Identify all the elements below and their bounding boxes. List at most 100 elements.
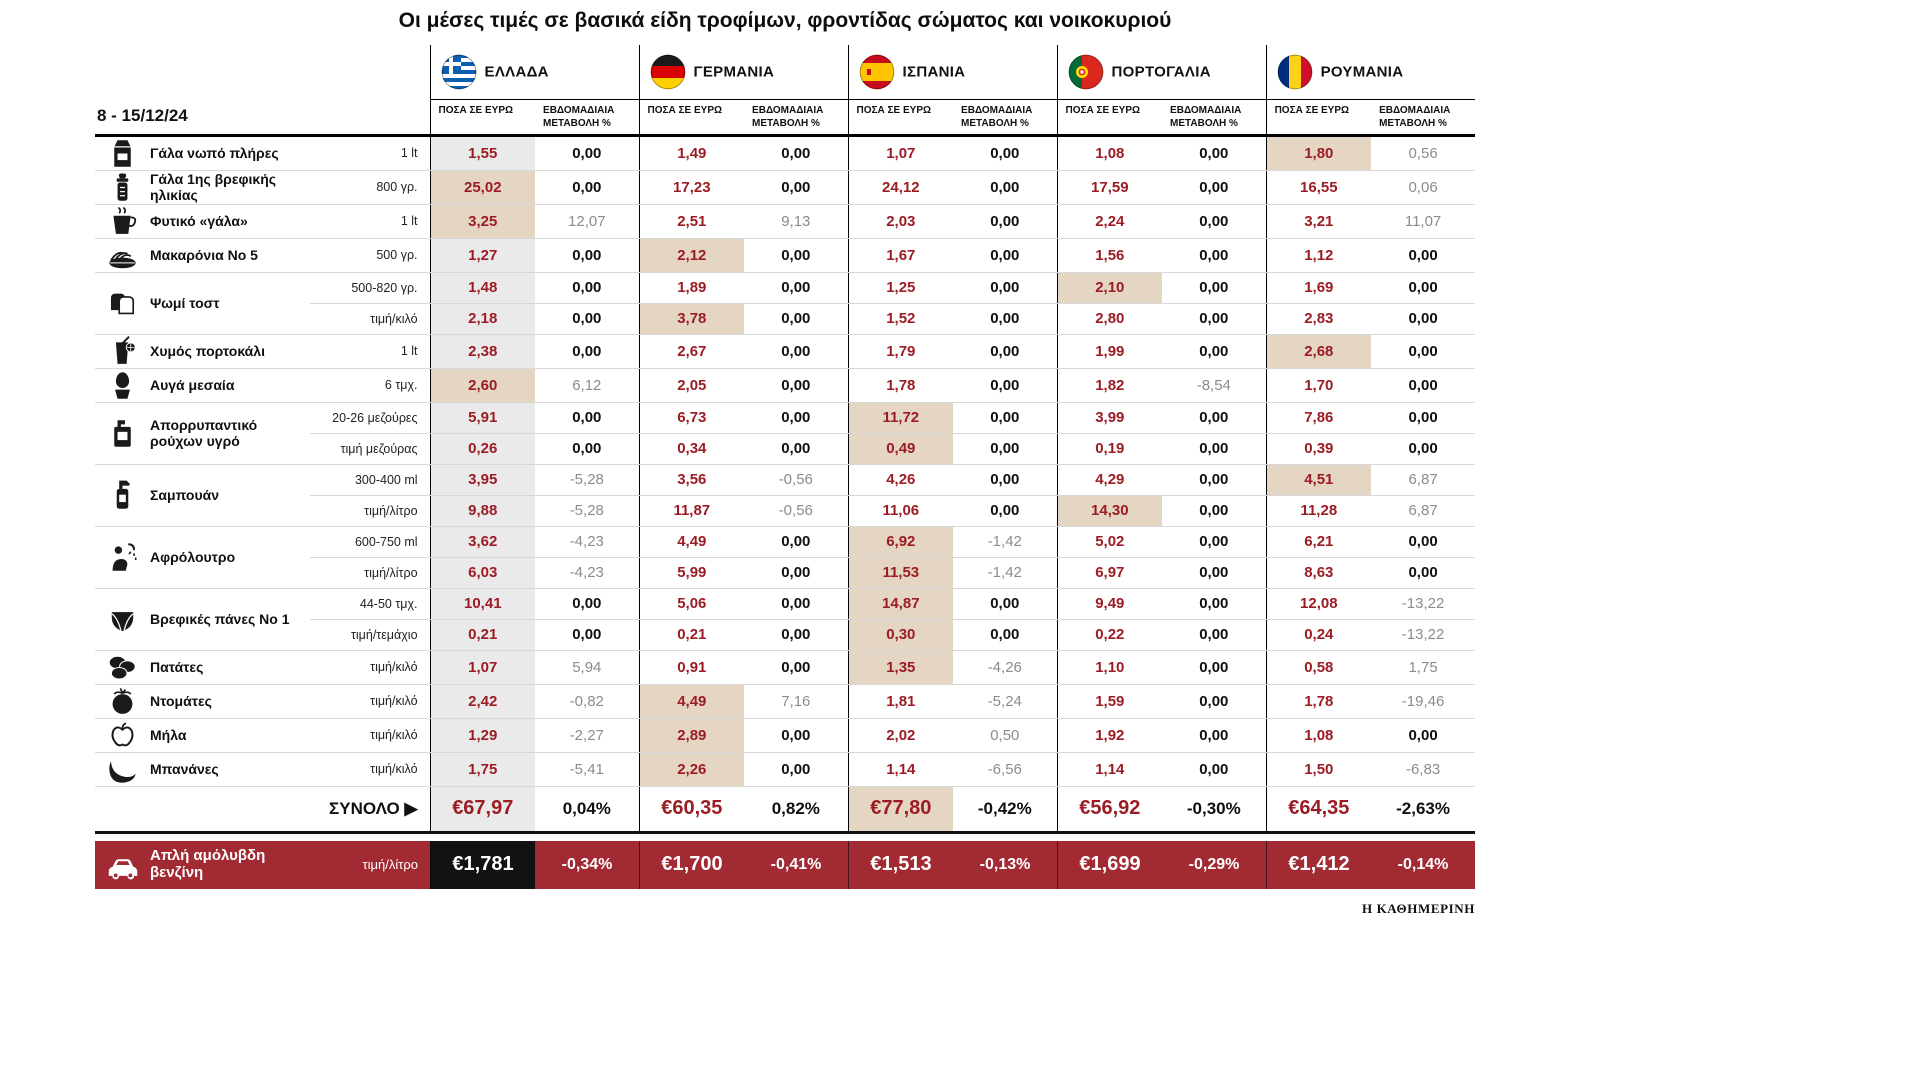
change-cell: 6,87 <box>1371 495 1476 527</box>
price-cell: 1,25 <box>847 272 954 304</box>
price-cell: 12,08 <box>1265 588 1372 620</box>
change-cell: 0,00 <box>744 272 849 304</box>
product-name: Βρεφικές πάνες Νο 1 <box>150 588 310 651</box>
change-cell: 0,00 <box>953 170 1058 205</box>
change-cell: 0,00 <box>1371 272 1476 304</box>
change-cell: 0,00 <box>744 588 849 620</box>
change-col-header: ΕΒΔΟΜΑΔΙΑΙΑ ΜΕΤΑΒΟΛΗ % <box>1371 98 1476 137</box>
product-name: Μακαρόνια Νο 5 <box>150 238 310 273</box>
product-unit: 1 lt <box>310 135 431 171</box>
change-cell: 0,56 <box>1371 135 1476 171</box>
change-cell: 0,00 <box>1162 619 1267 651</box>
product-name: Μήλα <box>150 718 310 753</box>
change-cell: 0,00 <box>1371 718 1476 753</box>
price-cell: 2,03 <box>847 204 954 239</box>
change-cell: 0,00 <box>744 368 849 403</box>
price-cell: 0,49 <box>847 433 954 465</box>
change-cell: 0,00 <box>744 334 849 369</box>
change-cell: -5,28 <box>535 464 640 496</box>
price-cell: 2,38 <box>429 334 536 369</box>
fuel-change-cell: -0,34% <box>561 855 613 873</box>
price-cell: 1,78 <box>847 368 954 403</box>
change-cell: 0,00 <box>1162 204 1267 239</box>
price-table: ΕΛΛΑΔΑ ΓΕΡΜΑΝΙΑ ΙΣΠΑΝΙΑ ΠΟΡΤΟΓΑΛΙΑ ΡΟΥΜΑ… <box>95 45 1476 834</box>
price-cell: 4,29 <box>1056 464 1163 496</box>
product-name: Φυτικό «γάλα» <box>150 204 310 239</box>
price-cell: 6,03 <box>429 557 536 589</box>
change-col-header: ΕΒΔΟΜΑΔΙΑΙΑ ΜΕΤΑΒΟΛΗ % <box>744 98 849 137</box>
change-cell: -5,28 <box>535 495 640 527</box>
fuel-change-cell: -0,41% <box>770 855 822 873</box>
product-row: Πατάτες τιμή/κιλό 1,07 5,94 0,91 0,00 1,35 -4,2… <box>95 650 1476 685</box>
change-cell: 0,00 <box>1162 135 1267 171</box>
car-icon <box>95 846 150 884</box>
change-cell: 9,13 <box>744 204 849 239</box>
price-cell: 17,59 <box>1056 170 1163 205</box>
price-cell: 16,55 <box>1265 170 1372 205</box>
price-cell: 1,59 <box>1056 684 1163 719</box>
product-name: Αφρόλουτρο <box>150 526 310 589</box>
product-name: Γάλα νωπό πλήρες <box>150 135 310 171</box>
total-price-cell: €77,80 <box>847 786 954 834</box>
price-cell: 1,79 <box>847 334 954 369</box>
price-cell: 14,87 <box>847 588 954 620</box>
change-col-header: ΕΒΔΟΜΑΔΙΑΙΑ ΜΕΤΑΒΟΛΗ % <box>1162 98 1267 137</box>
change-cell: -2,27 <box>535 718 640 753</box>
price-cell: 2,05 <box>638 368 745 403</box>
change-cell: 0,00 <box>535 402 640 434</box>
change-cell: 0,00 <box>744 170 849 205</box>
price-cell: 1,52 <box>847 303 954 335</box>
price-cell: 9,49 <box>1056 588 1163 620</box>
product-row: Ψωμί τοστ 500-820 γρ. 1,48 0,00 1,89 0,00 1,25… <box>95 272 1476 335</box>
change-cell: -0,82 <box>535 684 640 719</box>
fuel-change-cell: -0,29% <box>1188 855 1240 873</box>
total-price-cell: €64,35 <box>1265 786 1372 834</box>
total-change-cell: -0,30% <box>1162 786 1267 834</box>
price-cell: 4,26 <box>847 464 954 496</box>
change-cell: -5,41 <box>535 752 640 787</box>
change-cell: 0,00 <box>953 334 1058 369</box>
shampoo-icon <box>95 464 150 527</box>
country-name: ΡΟΥΜΑΝΙΑ <box>1320 63 1404 81</box>
change-cell: 0,00 <box>953 303 1058 335</box>
price-col-header: ΠΟΣΑ ΣΕ ΕΥΡΩ <box>1265 98 1372 137</box>
price-cell: 2,60 <box>429 368 536 403</box>
product-name: Γάλα 1ης βρεφικής ηλικίας <box>150 170 310 205</box>
total-row: ΣΥΝΟΛΟ ▶ €67,97 0,04% €60,35 0,82% €77,80 -0,4… <box>95 786 1476 834</box>
toast-icon <box>95 272 150 335</box>
change-cell: 0,00 <box>953 588 1058 620</box>
price-cell: 3,62 <box>429 526 536 558</box>
product-unit: 800 γρ. <box>310 170 431 205</box>
price-cell: 1,92 <box>1056 718 1163 753</box>
product-unit: 500 γρ. <box>310 238 431 273</box>
change-cell: 0,00 <box>1162 170 1267 205</box>
price-cell: 3,21 <box>1265 204 1372 239</box>
fuel-change-cell: -0,13% <box>979 855 1031 873</box>
product-unit: 44-50 τμχ. <box>310 588 431 620</box>
change-cell: 6,87 <box>1371 464 1476 496</box>
price-cell: 3,95 <box>429 464 536 496</box>
total-price-cell: €67,97 <box>429 786 536 834</box>
change-cell: 0,00 <box>1371 402 1476 434</box>
change-cell: -6,83 <box>1371 752 1476 787</box>
product-row: Σαμπουάν 300-400 ml 3,95 -5,28 3,56 -0,56 4,26… <box>95 464 1476 527</box>
change-cell: -0,56 <box>744 464 849 496</box>
change-cell: 7,16 <box>744 684 849 719</box>
fuel-change-cell: -0,14% <box>1397 855 1449 873</box>
change-cell: 0,00 <box>744 402 849 434</box>
change-cell: 0,00 <box>535 619 640 651</box>
potatoes-icon <box>95 650 150 685</box>
change-cell: 0,00 <box>1162 684 1267 719</box>
total-price-cell: €56,92 <box>1056 786 1163 834</box>
country-name: ΠΟΡΤΟΓΑΛΙΑ <box>1111 63 1211 81</box>
change-cell: -6,56 <box>953 752 1058 787</box>
product-unit: τιμή/κιλό <box>310 303 431 335</box>
price-cell: 1,07 <box>847 135 954 171</box>
change-cell: 0,00 <box>1162 272 1267 304</box>
price-cell: 1,12 <box>1265 238 1372 273</box>
price-cell: 2,83 <box>1265 303 1372 335</box>
fuel-row: Απλή αμόλυβδη βενζίνη τιμή/λίτρο €1,781 -… <box>95 840 1475 889</box>
price-cell: 1,75 <box>429 752 536 787</box>
product-unit: 6 τμχ. <box>310 368 431 403</box>
